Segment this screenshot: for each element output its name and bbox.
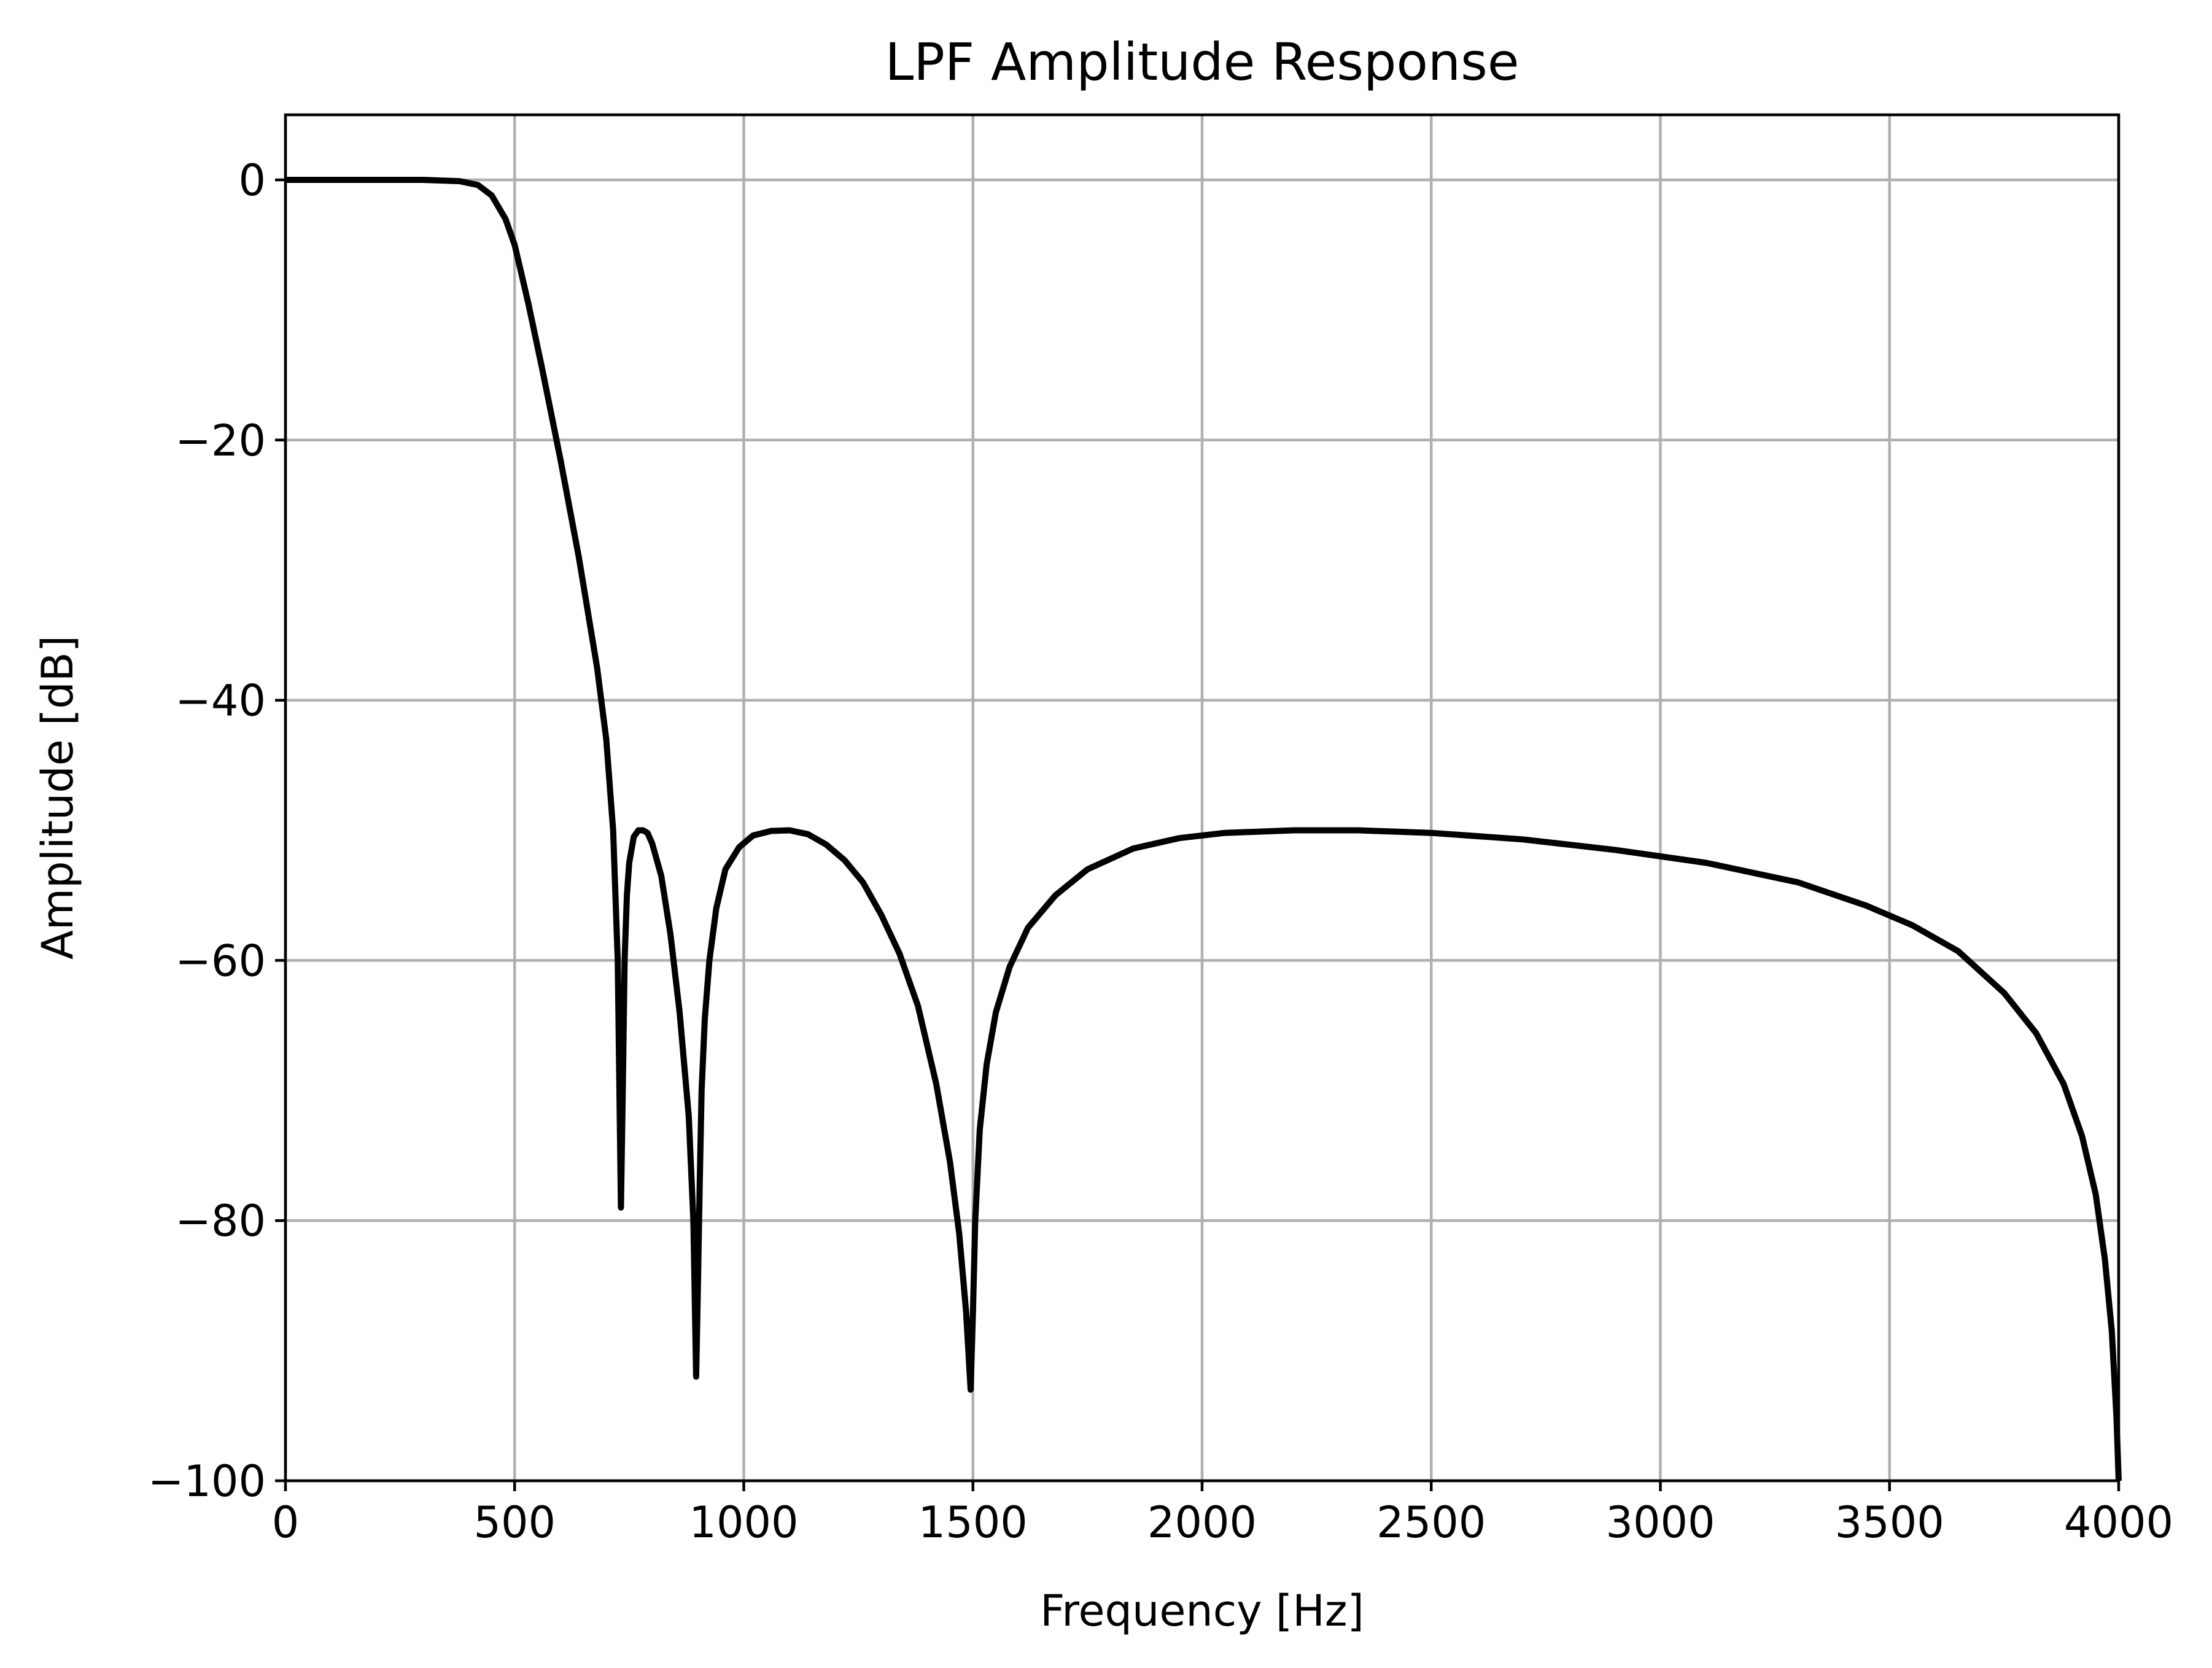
chart-title: LPF Amplitude Response: [885, 32, 1519, 92]
y-tick-label: −80: [175, 1196, 266, 1246]
y-tick-label: −40: [175, 676, 266, 726]
y-tick-label: −60: [175, 936, 266, 986]
x-tick-label: 3000: [1605, 1497, 1715, 1548]
x-tick-label: 2500: [1376, 1497, 1486, 1548]
y-tick-label: −20: [175, 416, 266, 466]
x-axis-ticks: 0 500 1000 1500 2000 2500 3000 3500 4000: [272, 1481, 2173, 1548]
series-line-0: [285, 177, 2122, 1481]
y-axis-ticks: 0 −20 −40 −60 −80 −100: [148, 155, 285, 1507]
y-axis-label: Amplitude [dB]: [33, 635, 83, 960]
x-tick-label: 0: [272, 1497, 300, 1548]
x-tick-label: 2000: [1147, 1497, 1257, 1548]
grid: [284, 115, 2121, 1483]
x-tick-label: 1500: [918, 1497, 1028, 1548]
x-axis-label: Frequency [Hz]: [1040, 1586, 1364, 1636]
series-layer: [285, 177, 2122, 1481]
x-tick-label: 500: [473, 1497, 556, 1548]
plot-area: 0 500 1000 1500 2000 2500 3000 3500 4000 0 −20 −40…: [148, 113, 2173, 1548]
x-tick-label: 1000: [689, 1497, 798, 1548]
y-tick-label: −100: [148, 1456, 266, 1507]
y-tick-label: 0: [238, 155, 266, 206]
x-tick-label: 4000: [2064, 1497, 2173, 1548]
x-tick-label: 3500: [1835, 1497, 1944, 1548]
